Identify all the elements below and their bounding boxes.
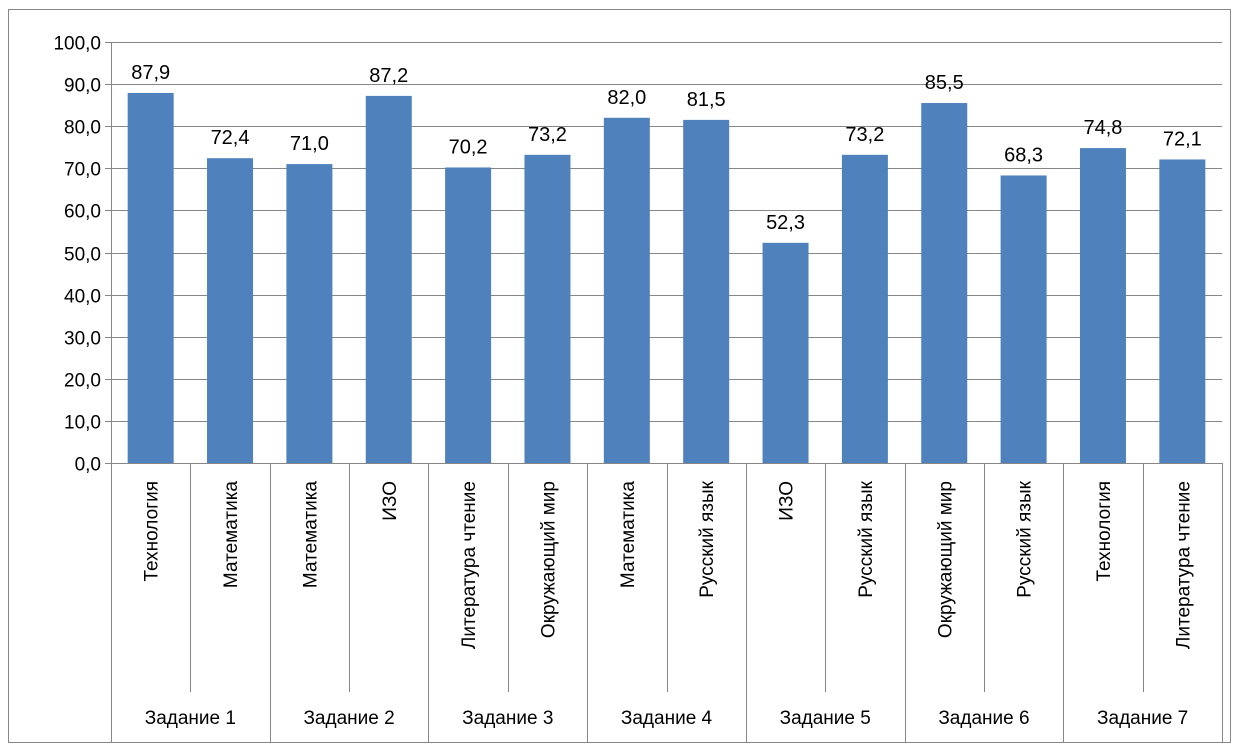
- y-tick-label: 10,0: [64, 413, 101, 434]
- bar: [841, 154, 888, 463]
- category-label: Окружающий мир: [935, 481, 956, 638]
- bar: [762, 242, 809, 463]
- bar: [1159, 159, 1206, 464]
- category-label: Математика: [221, 481, 242, 589]
- y-tick-label: 20,0: [64, 371, 101, 392]
- data-label: 72,4: [211, 127, 250, 149]
- category-label: Технология: [142, 481, 163, 582]
- category-label: ИЗО: [380, 481, 401, 521]
- y-tick-label: 40,0: [64, 287, 101, 308]
- bar: [683, 119, 730, 463]
- category-label: Технология: [1094, 481, 1115, 582]
- chart-border: [8, 9, 1231, 743]
- bar: [1079, 148, 1126, 464]
- bar: [524, 154, 571, 463]
- data-label: 87,9: [131, 62, 170, 84]
- data-label: 82,0: [607, 87, 646, 109]
- y-tick-label: 0,0: [75, 455, 101, 476]
- data-label: 85,5: [925, 72, 964, 94]
- y-tick-label: 90,0: [64, 76, 101, 97]
- category-label: Окружающий мир: [538, 481, 559, 638]
- category-label: Литература чтение: [459, 481, 480, 649]
- group-label: Задание 4: [621, 708, 713, 729]
- group-label: Задание 7: [1097, 708, 1188, 729]
- y-tick-label: 70,0: [64, 160, 101, 181]
- bar: [1000, 175, 1047, 463]
- bar: [921, 103, 968, 464]
- bar: [603, 117, 650, 463]
- y-tick-label: 30,0: [64, 329, 101, 350]
- group-label: Задание 2: [303, 708, 394, 729]
- bar: [207, 158, 254, 464]
- category-label: Литература чтение: [1173, 481, 1194, 649]
- category-label: Русский язык: [1015, 480, 1036, 597]
- y-tick-label: 100,0: [53, 34, 101, 55]
- category-label: Русский язык: [697, 480, 718, 597]
- data-label: 81,5: [687, 89, 726, 111]
- group-label: Задание 6: [938, 708, 1029, 729]
- bar: [445, 167, 492, 463]
- category-label: ИЗО: [777, 481, 798, 521]
- group-label: Задание 5: [780, 708, 871, 729]
- data-label: 73,2: [845, 124, 884, 146]
- data-label: 74,8: [1083, 117, 1122, 139]
- bar: [365, 95, 412, 463]
- category-label: Математика: [300, 481, 321, 589]
- y-tick-label: 80,0: [64, 118, 101, 139]
- data-label: 68,3: [1004, 144, 1043, 166]
- category-label: Математика: [618, 481, 639, 589]
- data-label: 87,2: [369, 65, 408, 87]
- group-label: Задание 3: [462, 708, 553, 729]
- data-label: 52,3: [766, 212, 805, 234]
- group-label: Задание 1: [145, 708, 236, 729]
- category-label: Русский язык: [856, 480, 877, 597]
- data-label: 73,2: [528, 124, 567, 146]
- bar: [127, 92, 174, 463]
- y-tick-label: 60,0: [64, 202, 101, 223]
- bar: [286, 164, 333, 463]
- data-label: 70,2: [449, 136, 488, 158]
- data-label: 72,1: [1163, 128, 1202, 150]
- y-tick-label: 50,0: [64, 245, 101, 266]
- data-label: 71,0: [290, 133, 329, 155]
